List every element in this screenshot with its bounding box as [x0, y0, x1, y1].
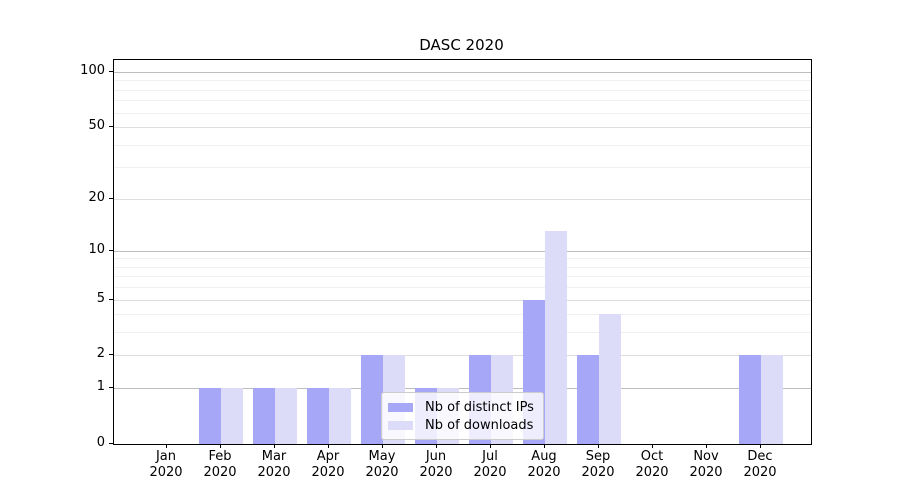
y-tick-label-1: 1	[96, 379, 105, 395]
x-tick-label-1: Jan 2020	[149, 449, 183, 480]
bar-downloads-dec-2020	[761, 355, 783, 444]
bar-distinct-ips-may-2020	[361, 355, 383, 444]
y-tick-mark-20	[109, 197, 113, 199]
y-tick-label-0: 0	[96, 435, 105, 450]
y-tick-label-100: 100	[80, 63, 105, 78]
y-tick-label-5: 5	[96, 290, 105, 306]
bar-distinct-ips-sep-2020	[577, 355, 599, 444]
x-tick-mark-2	[220, 444, 221, 448]
x-tick-label-9: Sep 2020	[581, 449, 615, 480]
gridline-minor	[114, 287, 811, 289]
x-tick-mark-1	[166, 444, 167, 448]
bar-downloads-sep-2020	[599, 314, 621, 444]
x-tick-mark-8	[544, 444, 545, 448]
gridline-5	[114, 299, 811, 301]
y-tick-mark-5	[109, 298, 113, 300]
x-tick-label-11: Nov 2020	[689, 449, 723, 480]
x-tick-label-6: Jun 2020	[419, 449, 453, 480]
gridline-minor	[114, 80, 811, 82]
plot-area: Nb of distinct IPs Nb of downloads	[113, 59, 812, 445]
gridline-minor	[114, 144, 811, 146]
x-tick-mark-11	[706, 444, 707, 448]
gridline-minor	[114, 89, 811, 91]
gridline-minor	[114, 112, 811, 114]
legend-label-distinct-ips: Nb of distinct IPs	[425, 399, 534, 415]
gridline-minor	[114, 332, 811, 334]
x-tick-label-12: Dec 2020	[743, 449, 777, 480]
y-tick-label-2: 2	[96, 346, 105, 362]
gridline-minor	[114, 276, 811, 278]
x-tick-mark-6	[436, 444, 437, 448]
y-tick-mark-50	[109, 126, 113, 128]
x-tick-label-3: Mar 2020	[257, 449, 291, 480]
bar-downloads-apr-2020	[329, 388, 351, 444]
gridline-1	[114, 388, 811, 390]
y-tick-label-20: 20	[88, 189, 105, 205]
y-tick-mark-2	[109, 354, 113, 356]
x-tick-mark-4	[328, 444, 329, 448]
y-tick-mark-100	[109, 71, 113, 72]
x-tick-label-8: Aug 2020	[527, 449, 561, 480]
gridline-minor	[114, 266, 811, 268]
bar-downloads-feb-2020	[221, 388, 243, 444]
bar-distinct-ips-mar-2020	[253, 388, 275, 444]
gridline-2	[114, 355, 811, 357]
y-tick-mark-0	[109, 443, 113, 444]
y-tick-mark-1	[109, 387, 113, 389]
gridline-minor	[114, 167, 811, 169]
x-tick-mark-9	[598, 444, 599, 448]
gridline-10	[114, 250, 811, 252]
bar-downloads-mar-2020	[275, 388, 297, 444]
x-tick-mark-12	[760, 444, 761, 448]
chart-title: DASC 2020	[419, 36, 504, 54]
x-tick-label-2: Feb 2020	[203, 449, 237, 480]
gridline-20	[114, 198, 811, 200]
x-tick-mark-5	[382, 444, 383, 448]
x-tick-label-4: Apr 2020	[311, 449, 345, 480]
gridline-50	[114, 127, 811, 129]
gridline-100	[114, 72, 811, 73]
gridline-minor	[114, 100, 811, 102]
legend-item-distinct-ips: Nb of distinct IPs	[388, 398, 535, 416]
bar-distinct-ips-dec-2020	[739, 355, 761, 444]
legend-swatch-downloads	[388, 420, 413, 430]
gridline-minor	[114, 314, 811, 316]
bar-downloads-aug-2020	[545, 231, 567, 444]
y-tick-label-50: 50	[88, 118, 105, 134]
bar-distinct-ips-apr-2020	[307, 388, 329, 444]
gridline-minor	[114, 258, 811, 260]
legend-item-downloads: Nb of downloads	[388, 416, 535, 434]
legend-swatch-distinct-ips	[388, 402, 413, 412]
x-tick-mark-7	[490, 444, 491, 448]
x-tick-mark-3	[274, 444, 275, 448]
legend-label-downloads: Nb of downloads	[425, 417, 534, 433]
x-tick-mark-10	[652, 444, 653, 448]
x-tick-label-7: Jul 2020	[473, 449, 507, 480]
y-tick-mark-10	[109, 249, 113, 251]
legend: Nb of distinct IPs Nb of downloads	[381, 392, 544, 440]
x-tick-label-5: May 2020	[365, 449, 399, 480]
y-tick-label-10: 10	[88, 241, 105, 257]
x-tick-label-10: Oct 2020	[635, 449, 669, 480]
bar-distinct-ips-feb-2020	[199, 388, 221, 444]
